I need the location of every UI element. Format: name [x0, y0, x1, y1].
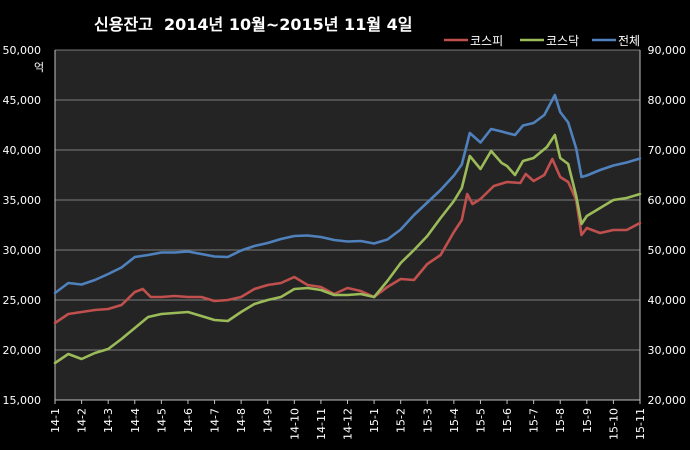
x-tick-label: 14-12	[342, 408, 355, 440]
axes	[54, 50, 641, 404]
legend-label: 코스피	[470, 34, 503, 48]
y-right-tick-label: 70,000	[648, 144, 687, 157]
x-tick-label: 15-6	[501, 408, 514, 433]
x-tick-label: 14-7	[209, 408, 222, 433]
x-tick-label: 15-11	[634, 408, 647, 440]
legend-label: 전체	[618, 34, 640, 48]
y-left-tick-label: 25,000	[3, 294, 42, 307]
y-right-tick-label: 60,000	[648, 194, 687, 207]
y-left-tick-label: 50,000	[3, 44, 42, 57]
x-tick-label: 15-5	[474, 408, 487, 433]
grid-lines	[55, 49, 640, 351]
y-left-tick-label: 20,000	[3, 344, 42, 357]
y-unit-label: 억	[34, 61, 44, 74]
legend: 코스피 코스닥 전체	[444, 34, 640, 48]
x-tick-label: 14-9	[262, 408, 275, 433]
y-left-tick-label: 15,000	[3, 394, 42, 407]
x-tick-label: 14-11	[315, 408, 328, 440]
x-tick-label: 14-10	[288, 408, 301, 440]
x-tick-label: 14-5	[155, 408, 168, 433]
x-tick-label: 15-3	[421, 408, 434, 433]
x-tick-label: 15-8	[554, 408, 567, 433]
y-right-tick-label: 40,000	[648, 294, 687, 307]
x-tick-label: 14-3	[102, 408, 115, 433]
series-lines	[53, 93, 642, 365]
y-right-tick-label: 20,000	[648, 394, 687, 407]
x-tick-label: 14-4	[129, 408, 142, 433]
x-tick-label: 15-9	[581, 408, 594, 433]
x-tick-label: 15-1	[368, 408, 381, 433]
y-right-tick-label: 30,000	[648, 344, 687, 357]
legend-label: 코스닥	[546, 34, 579, 48]
y-left-tick-label: 40,000	[3, 144, 42, 157]
chart-text: 신용잔고 2014년 10월~2015년 11월 4일 억 15,000 20,0…	[3, 15, 687, 440]
y-left-tick-label: 30,000	[3, 244, 42, 257]
series-line-코스피	[53, 157, 642, 325]
series-line-코스닥	[53, 133, 642, 365]
y-right-tick-label: 50,000	[648, 244, 687, 257]
y-right-tick-label: 90,000	[648, 44, 687, 57]
y-left-tick-label: 35,000	[3, 194, 42, 207]
x-tick-label: 14-6	[182, 408, 195, 433]
x-tick-label: 14-2	[76, 408, 89, 433]
plot-area	[55, 50, 640, 400]
chart-title: 신용잔고 2014년 10월~2015년 11월 4일	[94, 15, 412, 34]
x-tick-label: 14-1	[49, 408, 62, 433]
series-line-전체	[53, 93, 642, 295]
x-tick-label: 15-4	[448, 408, 461, 433]
x-tick-label: 15-7	[528, 408, 541, 433]
y-right-tick-label: 80,000	[648, 94, 687, 107]
x-tick-label: 15-2	[395, 408, 408, 433]
x-tick-label: 15-10	[607, 408, 620, 440]
x-tick-label: 14-8	[235, 408, 248, 433]
y-left-tick-label: 45,000	[3, 94, 42, 107]
